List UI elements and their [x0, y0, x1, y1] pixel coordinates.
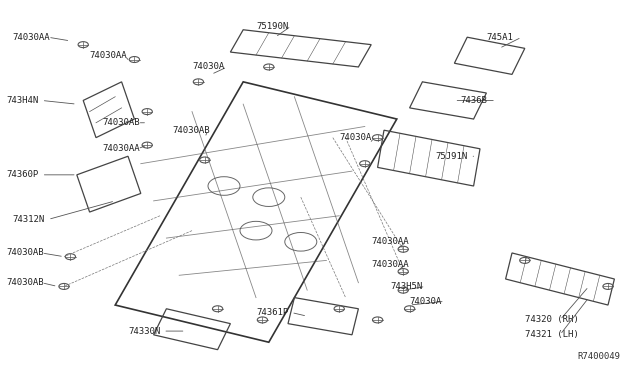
Text: 74030AB: 74030AB: [6, 278, 44, 287]
Text: 75190N: 75190N: [256, 22, 288, 31]
Text: 74030AB: 74030AB: [173, 126, 211, 135]
Text: 74361P: 74361P: [256, 308, 288, 317]
Text: 74321 (LH): 74321 (LH): [525, 330, 579, 339]
Text: 74030AA: 74030AA: [90, 51, 127, 60]
Text: 74330N: 74330N: [128, 327, 160, 336]
Text: 74030A: 74030A: [192, 62, 224, 71]
Text: 74360P: 74360P: [6, 170, 38, 179]
Text: 74030A: 74030A: [410, 297, 442, 306]
Text: 74030AB: 74030AB: [6, 248, 44, 257]
Text: 74030AA: 74030AA: [371, 237, 409, 246]
Text: 74030AA: 74030AA: [13, 33, 51, 42]
Text: 74320 (RH): 74320 (RH): [525, 315, 579, 324]
Text: 743H4N: 743H4N: [6, 96, 38, 105]
Text: 74030AB: 74030AB: [102, 118, 140, 127]
Text: 743H5N: 743H5N: [390, 282, 422, 291]
Text: 7436B: 7436B: [461, 96, 488, 105]
Text: 74030AA: 74030AA: [102, 144, 140, 153]
Text: 74030AA: 74030AA: [371, 260, 409, 269]
Text: 74030A: 74030A: [339, 133, 371, 142]
Text: 75J91N: 75J91N: [435, 152, 467, 161]
Text: R7400049: R7400049: [578, 352, 621, 361]
Text: 745A1: 745A1: [486, 33, 513, 42]
Text: 74312N: 74312N: [13, 215, 45, 224]
